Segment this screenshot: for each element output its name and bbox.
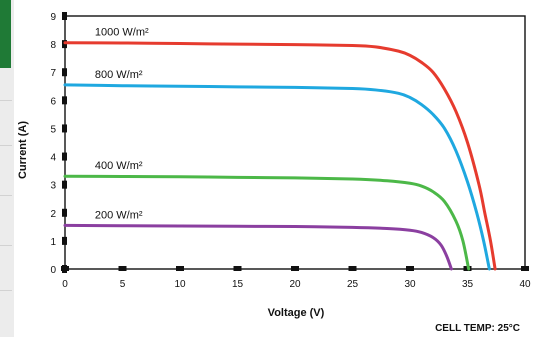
x-tick-label: 25 xyxy=(347,279,359,290)
y-tick-mark xyxy=(62,152,67,161)
x-tick-mark xyxy=(521,266,529,271)
x-tick-label: 30 xyxy=(404,279,416,290)
divider xyxy=(0,145,12,146)
x-tick-label: 10 xyxy=(174,279,186,290)
divider xyxy=(0,245,12,246)
y-tick-label: 0 xyxy=(50,265,56,276)
y-tick-label: 4 xyxy=(50,153,56,164)
x-tick-mark xyxy=(233,266,242,271)
x-tick-label: 35 xyxy=(462,279,474,290)
x-tick-label: 20 xyxy=(289,279,301,290)
x-tick-mark xyxy=(291,266,299,271)
series-label: 200 W/m² xyxy=(95,209,143,221)
x-tick-mark xyxy=(406,266,414,271)
divider xyxy=(0,195,12,196)
x-tick-mark xyxy=(61,266,69,271)
y-tick-label: 5 xyxy=(50,124,56,135)
cell-temp-annotation: CELL TEMP: 25°C xyxy=(435,323,520,334)
x-tick-label: 0 xyxy=(62,279,68,290)
x-axis-label: Voltage (V) xyxy=(268,307,325,319)
series-label: 400 W/m² xyxy=(95,160,143,172)
series-line xyxy=(63,83,491,271)
y-tick-mark xyxy=(62,124,67,133)
y-tick-label: 7 xyxy=(50,68,56,79)
series-line xyxy=(63,223,453,271)
x-tick-mark xyxy=(348,266,357,271)
y-tick-mark xyxy=(62,236,67,245)
series-label: 800 W/m² xyxy=(95,69,143,81)
chart-axes xyxy=(64,15,526,270)
divider xyxy=(0,290,12,291)
y-tick-label: 3 xyxy=(50,181,56,192)
y-tick-mark xyxy=(62,96,67,105)
green-tab xyxy=(0,0,11,68)
series-line xyxy=(63,174,471,271)
y-tick-mark xyxy=(62,68,67,77)
y-tick-mark xyxy=(62,208,67,217)
y-tick-label: 9 xyxy=(50,12,56,23)
divider xyxy=(0,100,12,101)
series-label: 1000 W/m² xyxy=(95,27,149,39)
left-edge-strip xyxy=(0,0,14,337)
y-tick-label: 8 xyxy=(50,40,56,51)
y-tick-mark xyxy=(62,12,67,20)
y-axis-label: Current (A) xyxy=(17,121,29,179)
chart-ticks: 0 1 2 3 4 5 6 7 8 9 0 5 10 15 20 25 30 35 40 xyxy=(50,12,531,290)
x-tick-mark xyxy=(176,266,184,271)
plot-frame xyxy=(64,15,526,270)
x-tick-label: 40 xyxy=(519,279,531,290)
y-tick-label: 2 xyxy=(50,209,56,220)
y-tick-label: 1 xyxy=(50,237,56,248)
y-tick-mark xyxy=(62,180,67,189)
x-tick-label: 15 xyxy=(232,279,244,290)
chart-series xyxy=(63,41,497,271)
chart-series-labels: 1000 W/m² 800 W/m² 400 W/m² 200 W/m² xyxy=(95,27,149,222)
x-tick-label: 5 xyxy=(120,279,126,290)
series-line xyxy=(63,41,497,271)
y-tick-label: 6 xyxy=(50,96,56,107)
x-tick-mark xyxy=(118,266,127,271)
